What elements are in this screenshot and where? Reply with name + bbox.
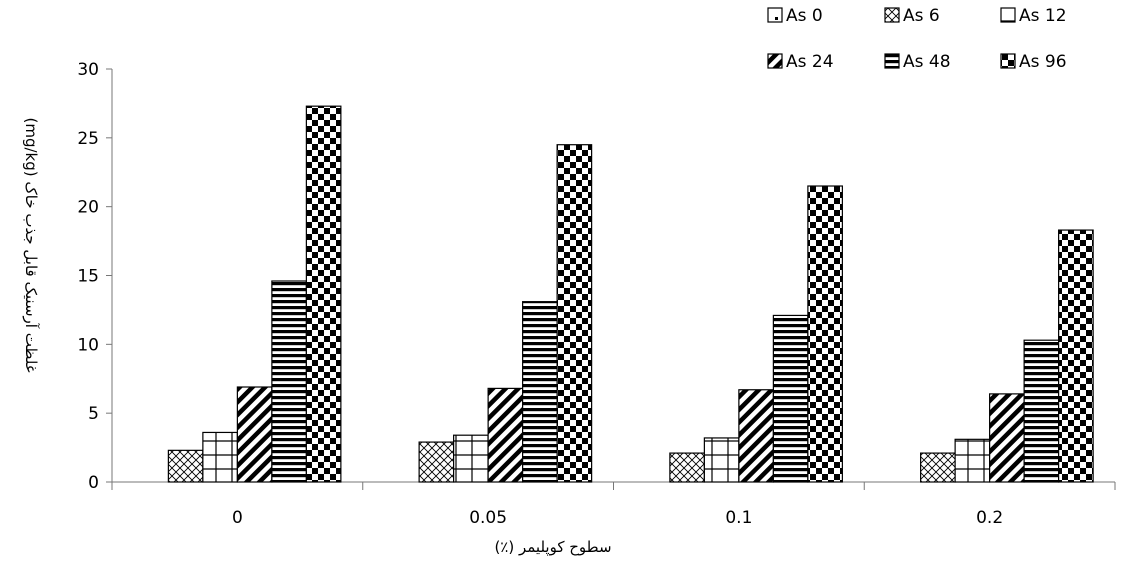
y-tick-label: 15 (77, 267, 99, 287)
bar-as-24-cat-0 (236, 386, 273, 483)
legend-swatch-as-6 (884, 7, 900, 23)
legend-label-as-48: As 48 (903, 52, 951, 72)
bar-as-48-cat-1 (522, 301, 558, 483)
bar-as-12-cat-1 (453, 434, 489, 483)
y-tick-label: 25 (77, 129, 99, 149)
axes: 0 5 10 15 20 25 30 0 0.05 0.1 0.2 (77, 60, 1116, 528)
y-tick-label: 5 (88, 404, 99, 424)
y-tick-label: 0 (88, 473, 99, 493)
bar-as-6-cat-0 (167, 449, 204, 483)
legend: As 0 As 6 As 12 As 24 As 48 As 96 (767, 6, 1067, 72)
legend-label-as-12: As 12 (1019, 6, 1067, 26)
legend-swatch-as-48 (884, 53, 900, 69)
bar-as-6-cat-2 (669, 452, 705, 483)
bar-as-6-cat-3 (920, 452, 956, 483)
bar-as-24-cat-3 (989, 393, 1025, 483)
y-axis-title: غلظت آرسنیک قابل جذب خاک (mg/kg) (22, 117, 40, 372)
bar-as-96-cat-0 (305, 105, 342, 483)
bar-as-96-cat-1 (556, 144, 593, 483)
x-axis-title: سطوح کوپلیمر (٪) (494, 538, 611, 557)
legend-label-as-6: As 6 (903, 6, 940, 26)
bar-as-48-cat-0 (271, 280, 307, 483)
legend-label-as-0: As 0 (786, 6, 823, 26)
bar-as-96-cat-2 (807, 185, 843, 483)
bar-as-48-cat-3 (1023, 339, 1060, 483)
y-tick-label: 10 (77, 335, 99, 355)
x-tick-label: 0.05 (469, 508, 507, 528)
bar-as-96-cat-3 (1058, 229, 1094, 483)
legend-swatch-as-24 (767, 53, 783, 69)
bar-as-12-cat-0 (202, 431, 238, 483)
y-tick-label: 30 (77, 60, 99, 80)
bar-as-48-cat-2 (772, 314, 809, 483)
bar-as-24-cat-2 (738, 389, 774, 483)
bar-as-6-cat-1 (418, 441, 455, 483)
legend-swatch-as-96 (1000, 53, 1016, 69)
x-tick-label: 0 (232, 508, 243, 528)
bars (167, 105, 1094, 483)
y-tick-label: 20 (77, 198, 99, 218)
x-tick-label: 0.2 (976, 508, 1003, 528)
legend-label-as-24: As 24 (786, 52, 834, 72)
legend-label-as-96: As 96 (1019, 52, 1067, 72)
legend-swatch-as-12 (1000, 7, 1016, 23)
bar-as-12-cat-2 (703, 437, 740, 483)
legend-swatch-as-0 (767, 7, 783, 23)
x-tick-label: 0.1 (725, 508, 752, 528)
bar-as-24-cat-1 (487, 387, 524, 483)
bar-as-12-cat-3 (954, 438, 991, 483)
